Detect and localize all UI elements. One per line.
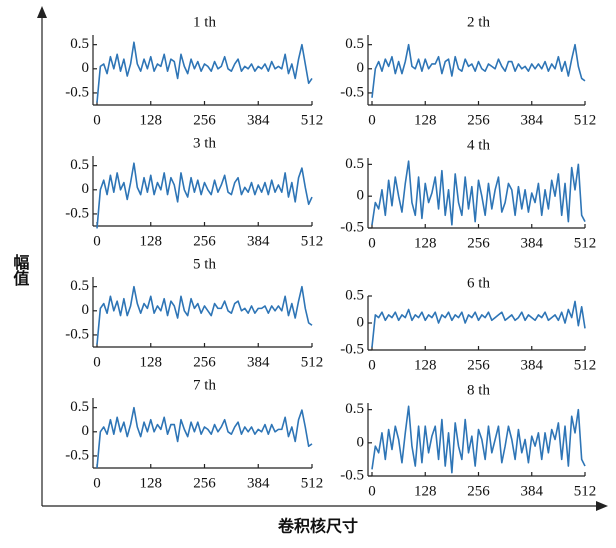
chart-title: 8 th — [467, 382, 490, 398]
y-tick-label: 0.5 — [345, 287, 364, 303]
x-tick-label: 0 — [93, 112, 101, 128]
y-tick-label: 0 — [82, 423, 90, 439]
x-tick-label: 128 — [414, 235, 437, 251]
y-tick-label: 0.5 — [345, 36, 364, 52]
x-tick-label: 512 — [301, 233, 324, 249]
x-tick-label: 128 — [414, 357, 437, 373]
x-tick-label: 0 — [93, 233, 101, 249]
x-axis-label: 卷积核尺寸 — [277, 517, 358, 536]
line-series — [96, 162, 313, 229]
y-tick-label: 0.5 — [70, 157, 89, 173]
chart-title: 2 th — [467, 14, 490, 30]
x-tick-label: 512 — [301, 112, 324, 128]
x-tick-label: 128 — [140, 112, 163, 128]
x-tick-label: 384 — [247, 233, 270, 249]
x-tick-label: 0 — [368, 483, 376, 499]
y-tick-label: 0.5 — [345, 156, 364, 172]
line-series — [371, 43, 586, 98]
x-tick-label: 256 — [467, 235, 490, 251]
x-tick-label: 0 — [368, 112, 376, 128]
x-tick-label: 0 — [368, 357, 376, 373]
y-tick-label: -0.5 — [65, 447, 89, 463]
chart-title: 5 th — [193, 256, 216, 272]
chart-title: 1 th — [193, 14, 216, 30]
line-series — [96, 406, 313, 469]
x-tick-label: 128 — [414, 112, 437, 128]
y-tick-label: 0 — [357, 314, 365, 330]
y-tick-label: -0.5 — [65, 326, 89, 342]
y-tick-label: -0.5 — [340, 467, 364, 483]
x-tick-label: 512 — [574, 235, 597, 251]
x-tick-label: 384 — [521, 235, 544, 251]
line-series — [371, 405, 586, 474]
y-tick-label: 0.5 — [70, 36, 89, 52]
line-series — [371, 300, 586, 348]
x-tick-label: 256 — [193, 233, 216, 249]
chart-title: 4 th — [467, 137, 490, 153]
line-series — [96, 285, 313, 345]
y-axis-label: 幅值 — [10, 253, 29, 286]
y-tick-label: -0.5 — [340, 84, 364, 100]
x-tick-label: 128 — [140, 475, 163, 491]
y-tick-label: 0 — [82, 181, 90, 197]
y-tick-label: 0.5 — [70, 278, 89, 294]
x-tick-label: 512 — [574, 483, 597, 499]
chart-title: 3 th — [193, 135, 216, 151]
chart-title: 6 th — [467, 275, 490, 291]
y-axis-arrow — [37, 6, 47, 18]
y-tick-label: 0 — [357, 60, 365, 76]
line-series — [96, 41, 313, 103]
x-tick-label: 128 — [140, 354, 163, 370]
x-tick-label: 384 — [247, 475, 270, 491]
x-tick-label: 256 — [193, 475, 216, 491]
x-tick-label: 256 — [193, 354, 216, 370]
x-tick-label: 256 — [467, 357, 490, 373]
y-tick-label: 0 — [82, 60, 90, 76]
x-tick-label: 384 — [521, 112, 544, 128]
x-tick-label: 128 — [140, 233, 163, 249]
y-tick-label: 0.5 — [70, 399, 89, 415]
x-axis-arrow — [596, 501, 608, 511]
x-tick-label: 512 — [301, 354, 324, 370]
x-tick-label: 0 — [368, 235, 376, 251]
x-tick-label: 384 — [247, 354, 270, 370]
x-tick-label: 0 — [93, 475, 101, 491]
x-tick-label: 256 — [467, 112, 490, 128]
y-tick-label: 0 — [82, 302, 90, 318]
line-series — [371, 160, 586, 226]
x-tick-label: 384 — [521, 357, 544, 373]
x-tick-label: 256 — [467, 483, 490, 499]
y-tick-label: -0.5 — [65, 84, 89, 100]
y-tick-label: -0.5 — [65, 205, 89, 221]
x-tick-label: 512 — [301, 475, 324, 491]
x-tick-label: 384 — [247, 112, 270, 128]
x-tick-label: 384 — [521, 483, 544, 499]
chart-title: 7 th — [193, 377, 216, 393]
y-tick-label: -0.5 — [340, 219, 364, 235]
x-tick-label: 0 — [93, 354, 101, 370]
y-tick-label: 0.5 — [345, 401, 364, 417]
x-tick-label: 256 — [193, 112, 216, 128]
x-tick-label: 512 — [574, 357, 597, 373]
y-tick-label: 0 — [357, 188, 365, 204]
y-tick-label: 0 — [357, 434, 365, 450]
y-tick-label: -0.5 — [340, 341, 364, 357]
x-tick-label: 128 — [414, 483, 437, 499]
x-tick-label: 512 — [574, 112, 597, 128]
